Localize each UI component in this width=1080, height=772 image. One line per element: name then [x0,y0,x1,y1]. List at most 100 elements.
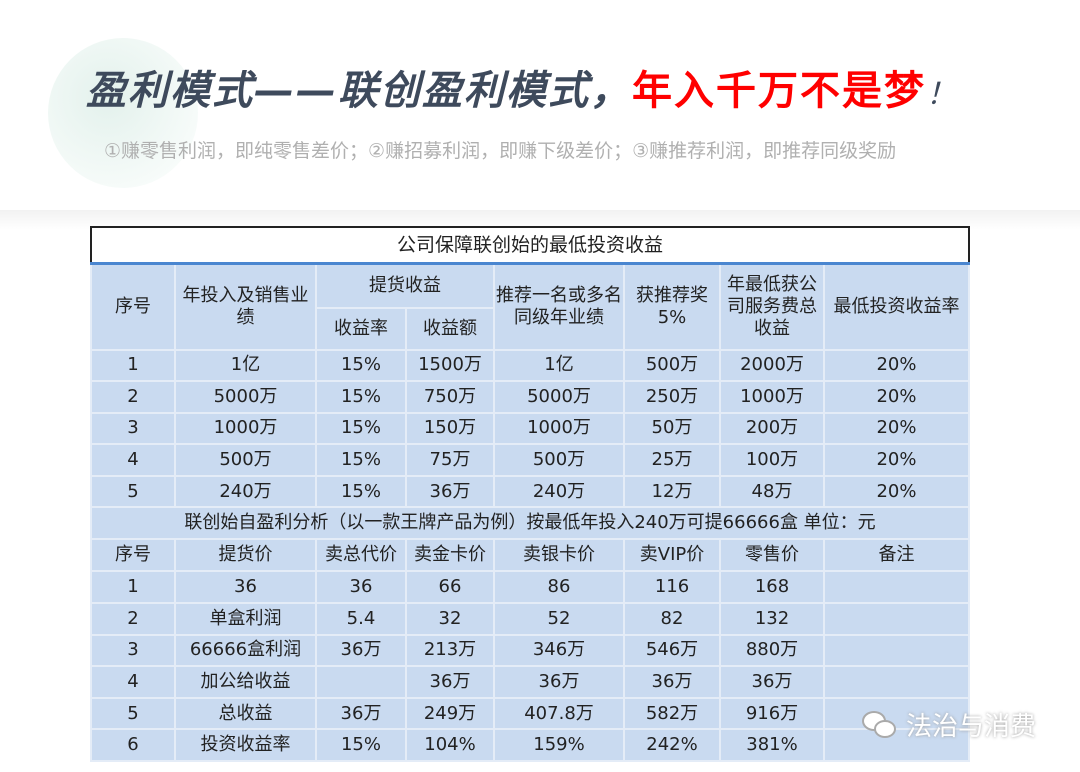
table-cell: 15% [315,380,407,414]
table-cell: 381% [719,728,825,763]
table-row: 1 36 36 66 86 116 168 [90,570,970,605]
table-cell: 15% [315,728,407,763]
table-row: 6 投资收益率 15% 104% 159% 242% 381% [90,728,970,763]
table-cell: 2000万 [719,348,825,383]
column-header: 序号 [90,538,176,573]
table-cell: 1000万 [493,411,625,446]
title-end: ！ [926,77,958,112]
table-cell: 15% [315,474,407,509]
table-cell: 200万 [719,411,825,446]
table-cell: 1亿 [174,348,317,383]
table-row: 5 240万 15% 36万 240万 12万 48万 20% [90,474,970,509]
table-cell: 15% [315,411,407,446]
table-cell: 20% [823,474,970,509]
table-cell: 407.8万 [493,696,625,731]
subtitle: ①赚零售利润，即纯零售差价；②赚招募利润，即赚下级差价；③赚推荐利润，即推荐同级… [104,140,897,162]
table-cell [823,570,970,605]
table-cell: 25万 [623,443,721,477]
table-cell: 582万 [623,696,721,731]
table-cell: 32 [405,602,495,636]
table-cell: 132 [719,602,825,636]
table-cell: 346万 [493,633,625,668]
table-cell: 250万 [623,380,721,414]
table-cell: 36万 [315,633,407,668]
table-cell: 投资收益率 [174,728,317,763]
table-cell [315,665,407,699]
table-cell: 15% [315,348,407,383]
table-cell: 4 [90,665,176,699]
table-cell: 36万 [719,665,825,699]
header-service: 年最低获公司服务费总收益 [719,262,825,351]
column-header: 卖VIP价 [623,538,721,573]
table-cell: 249万 [405,696,495,731]
header-amount: 收益额 [405,306,495,351]
table-cell: 168 [719,570,825,605]
table-cell: 100万 [719,443,825,477]
table-cell: 5 [90,696,176,731]
table-cell [823,728,970,763]
table-cell: 240万 [174,474,317,509]
table-cell: 750万 [405,380,495,414]
table-cell: 36万 [493,665,625,699]
table1-caption: 公司保障联创始的最低投资收益 [90,226,970,265]
column-header: 卖银卡价 [493,538,625,573]
column-header: 提货价 [174,538,317,573]
table-cell: 500万 [174,443,317,477]
header-rate: 收益率 [315,306,407,351]
header-refer: 推荐一名或多名同级年业绩 [493,262,625,351]
table-cell: 5000万 [493,380,625,414]
investment-table: 公司保障联创始的最低投资收益 序号 年投入及销售业绩 提货收益 推荐一名或多名同… [90,226,970,763]
table-cell: 1 [90,570,176,605]
table-cell: 242% [623,728,721,763]
header-no: 序号 [90,262,176,351]
table-cell: 5000万 [174,380,317,414]
title-highlight: 年入千万不是梦 [632,68,926,114]
column-header: 零售价 [719,538,825,573]
table-cell: 6 [90,728,176,763]
table-row: 3 1000万 15% 150万 1000万 50万 200万 20% [90,411,970,446]
wechat-icon [862,710,898,739]
table-cell: 3 [90,633,176,668]
column-header: 卖总代价 [315,538,407,573]
table-cell: 75万 [405,443,495,477]
table-cell [823,696,970,731]
table-cell: 150万 [405,411,495,446]
table-cell: 20% [823,348,970,383]
header-min-rate: 最低投资收益率 [823,262,970,351]
table-cell: 36万 [405,665,495,699]
table-cell: 单盒利润 [174,602,317,636]
table-cell: 66 [405,570,495,605]
title-main: 盈利模式——联创盈利模式， [86,68,632,114]
table-cell: 20% [823,443,970,477]
table-cell: 52 [493,602,625,636]
table-cell: 加公给收益 [174,665,317,699]
table-cell: 36万 [623,665,721,699]
table-cell: 4 [90,443,176,477]
table-cell: 66666盒利润 [174,633,317,668]
table-cell: 48万 [719,474,825,509]
table-cell: 20% [823,411,970,446]
table-row: 5 总收益 36万 249万 407.8万 582万 916万 [90,696,970,731]
table-cell: 1亿 [493,348,625,383]
table-cell: 86 [493,570,625,605]
table-cell: 116 [623,570,721,605]
table-row: 2 单盒利润 5.4 32 52 82 132 [90,602,970,636]
table-cell: 20% [823,380,970,414]
table2-header-row: 序号 提货价 卖总代价 卖金卡价 卖银卡价 卖VIP价 零售价 备注 [90,538,970,573]
table-cell: 3 [90,411,176,446]
table-cell: 36万 [315,696,407,731]
table-cell: 5.4 [315,602,407,636]
table2-caption: 联创始自盈利分析（以一款王牌产品为例）按最低年投入240万可提66666盒 单位… [90,506,970,541]
table-cell: 5 [90,474,176,509]
table-cell: 880万 [719,633,825,668]
table-cell: 2 [90,380,176,414]
header-pickup: 提货收益 [315,262,495,309]
table-cell: 总收益 [174,696,317,731]
table-row: 4 加公给收益 36万 36万 36万 36万 [90,665,970,699]
table-cell: 104% [405,728,495,763]
table-row: 1 1亿 15% 1500万 1亿 500万 2000万 20% [90,348,970,383]
watermark: 法治与消费 [862,706,1036,743]
table-cell: 36万 [405,474,495,509]
table-cell: 50万 [623,411,721,446]
page-title: 盈利模式——联创盈利模式，年入千万不是梦！ [86,58,958,116]
